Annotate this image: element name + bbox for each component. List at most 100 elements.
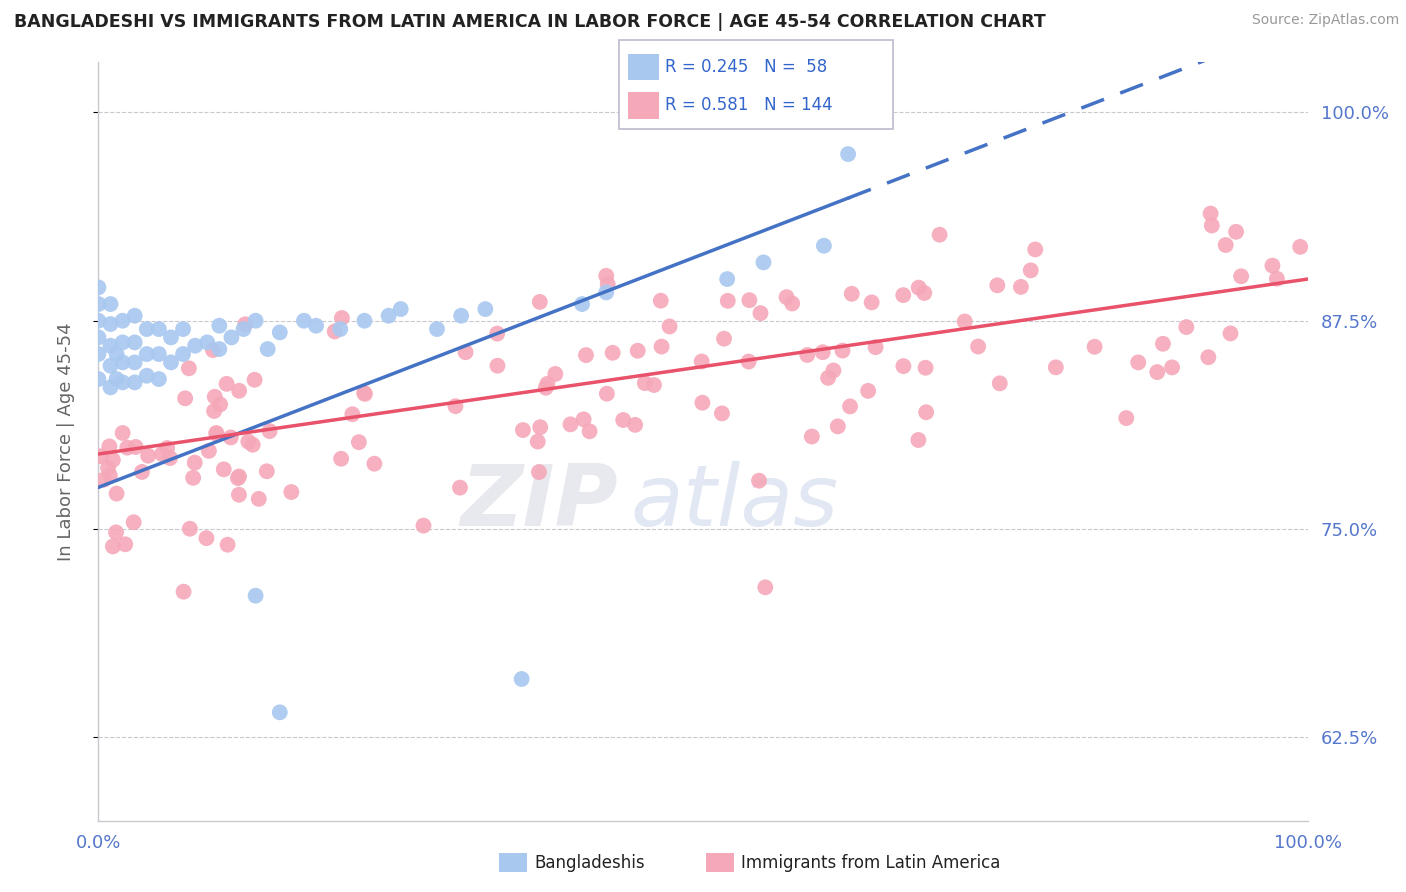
Point	[690, 354, 713, 368]
Point	[353, 314, 375, 328]
Point	[105, 486, 128, 500]
Point	[305, 318, 328, 333]
Point	[837, 147, 859, 161]
Point	[124, 376, 146, 390]
Point	[1230, 269, 1253, 284]
Point	[204, 390, 226, 404]
Point	[124, 309, 146, 323]
Point	[105, 347, 128, 361]
Point	[529, 420, 551, 434]
Point	[135, 322, 157, 336]
Point	[912, 285, 935, 300]
Point	[212, 462, 235, 476]
Point	[1010, 280, 1032, 294]
Point	[692, 395, 714, 409]
Point	[754, 580, 776, 594]
Point	[1152, 336, 1174, 351]
Point	[426, 322, 449, 336]
Point	[986, 278, 1008, 293]
Point	[572, 412, 595, 426]
Point	[526, 434, 548, 449]
Point	[780, 296, 803, 310]
Point	[87, 347, 110, 361]
Point	[716, 272, 738, 286]
Point	[221, 330, 243, 344]
Text: ZIP: ZIP	[461, 460, 619, 544]
Point	[1225, 225, 1247, 239]
Point	[148, 347, 170, 361]
Point	[219, 430, 242, 444]
Point	[208, 318, 231, 333]
Text: Source: ZipAtlas.com: Source: ZipAtlas.com	[1251, 13, 1399, 28]
Point	[800, 429, 823, 443]
Point	[738, 293, 761, 308]
Point	[710, 406, 733, 420]
Point	[226, 471, 249, 485]
Point	[450, 309, 472, 323]
Point	[534, 381, 557, 395]
Point	[389, 301, 412, 316]
Point	[988, 376, 1011, 391]
Point	[752, 255, 775, 269]
Point	[329, 322, 352, 336]
Point	[353, 386, 375, 401]
Point	[914, 360, 936, 375]
Point	[202, 404, 225, 418]
Point	[184, 339, 207, 353]
Point	[100, 339, 122, 353]
Point	[796, 348, 818, 362]
Point	[444, 399, 467, 413]
Point	[174, 392, 197, 406]
Point	[124, 440, 146, 454]
Point	[1261, 259, 1284, 273]
Point	[256, 342, 278, 356]
Point	[100, 317, 122, 331]
Y-axis label: In Labor Force | Age 45-54: In Labor Force | Age 45-54	[56, 322, 75, 561]
Point	[111, 314, 134, 328]
Point	[1215, 238, 1237, 252]
Point	[624, 417, 647, 432]
Point	[179, 522, 201, 536]
Point	[98, 468, 121, 483]
Point	[173, 584, 195, 599]
Point	[1146, 365, 1168, 379]
Point	[228, 469, 250, 483]
Point	[101, 540, 124, 554]
Text: R = 0.581   N = 144: R = 0.581 N = 144	[665, 96, 832, 114]
Point	[1265, 271, 1288, 285]
Point	[101, 453, 124, 467]
Point	[1115, 411, 1137, 425]
Point	[228, 384, 250, 398]
Text: Bangladeshis: Bangladeshis	[534, 854, 645, 871]
Point	[245, 314, 267, 328]
Point	[775, 290, 797, 304]
Point	[117, 441, 139, 455]
Point	[201, 343, 224, 357]
Point	[953, 314, 976, 328]
Point	[1161, 360, 1184, 375]
Point	[172, 347, 194, 361]
Point	[1045, 360, 1067, 375]
Point	[105, 525, 128, 540]
Point	[89, 449, 111, 463]
Point	[347, 435, 370, 450]
Point	[238, 434, 260, 449]
Point	[595, 268, 617, 283]
Point	[1175, 320, 1198, 334]
Point	[97, 461, 120, 475]
Point	[124, 335, 146, 350]
Point	[205, 425, 228, 440]
Point	[228, 488, 250, 502]
Point	[269, 706, 291, 720]
Point	[474, 301, 496, 316]
Point	[813, 238, 835, 252]
Text: atlas: atlas	[630, 460, 838, 544]
Point	[612, 413, 634, 427]
Point	[811, 345, 834, 359]
Point	[259, 424, 281, 438]
Point	[560, 417, 582, 432]
Text: BANGLADESHI VS IMMIGRANTS FROM LATIN AMERICA IN LABOR FORCE | AGE 45-54 CORRELAT: BANGLADESHI VS IMMIGRANTS FROM LATIN AME…	[14, 13, 1046, 31]
Point	[124, 355, 146, 369]
Point	[87, 330, 110, 344]
Point	[184, 456, 207, 470]
